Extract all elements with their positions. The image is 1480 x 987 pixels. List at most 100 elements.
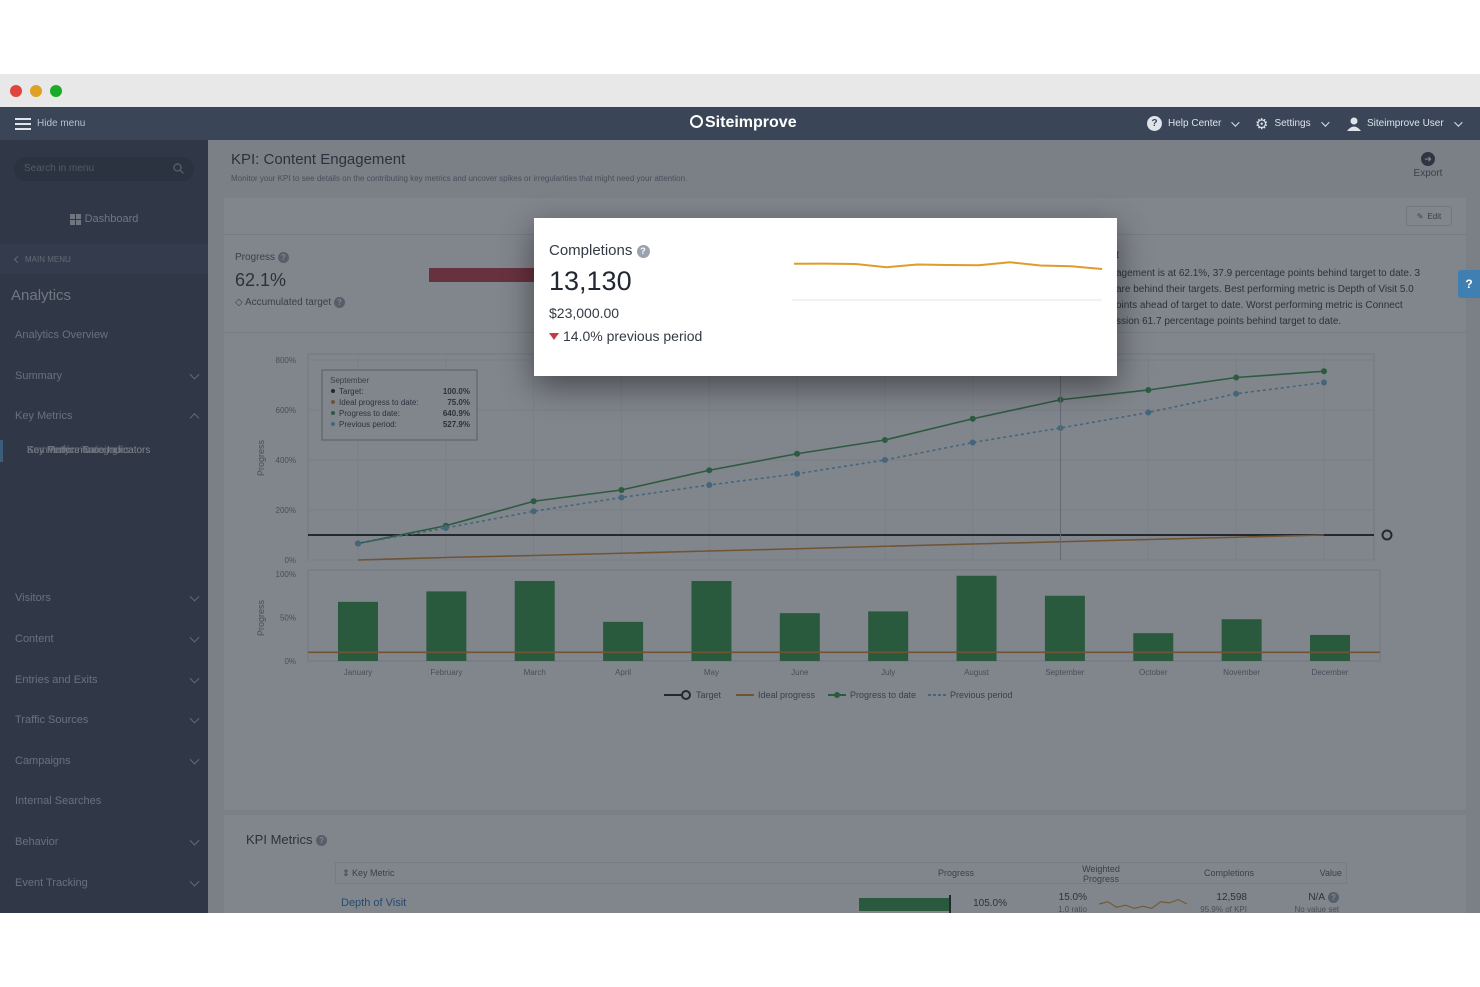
sidebar-item[interactable]: Content bbox=[0, 624, 208, 654]
column-header[interactable]: Completions bbox=[1203, 868, 1254, 878]
x-tick-label: March bbox=[524, 668, 546, 677]
data-point[interactable] bbox=[530, 508, 537, 515]
sidebar-item[interactable]: Internal Searches bbox=[0, 786, 208, 816]
settings-menu[interactable]: ⚙ Settings bbox=[1255, 107, 1330, 140]
main-menu-back-link[interactable]: MAIN MENU bbox=[0, 244, 208, 274]
data-point[interactable] bbox=[794, 450, 801, 457]
side-help-tab[interactable]: ? bbox=[1458, 270, 1480, 298]
legend-label[interactable]: Progress to date bbox=[850, 690, 916, 700]
data-point[interactable] bbox=[442, 525, 449, 531]
top-bar: Hide menu Siteimprove ? Help Center ⚙ Se… bbox=[0, 107, 1480, 140]
minimize-window-dot[interactable] bbox=[30, 85, 42, 97]
y-tick-label: 0% bbox=[284, 657, 296, 666]
y-tick-label: 800% bbox=[276, 356, 296, 365]
column-header[interactable]: Weighted Progress bbox=[1082, 864, 1120, 884]
sparkline-path bbox=[793, 261, 1103, 270]
bar[interactable] bbox=[779, 613, 820, 661]
bar[interactable] bbox=[603, 621, 644, 661]
sidebar-item-label: Traffic Sources bbox=[15, 714, 89, 727]
metric-of-kpi: 95.9% of KPI bbox=[1200, 905, 1247, 913]
data-point[interactable] bbox=[1233, 374, 1240, 381]
chart-tooltip: September Target: 100.0% Ideal progress to … bbox=[321, 369, 478, 441]
chevron-up-icon bbox=[189, 413, 200, 424]
data-point[interactable] bbox=[1321, 379, 1327, 386]
x-tick-label: September bbox=[1045, 668, 1084, 677]
legend-label[interactable]: Previous period bbox=[950, 690, 1013, 700]
accumulated-target-label: ◇ Accumulated target ? bbox=[235, 297, 345, 308]
data-point[interactable] bbox=[794, 470, 801, 477]
chevron-down-icon bbox=[189, 754, 200, 765]
sidebar-item[interactable]: Key Metrics bbox=[0, 401, 208, 431]
bar[interactable] bbox=[1221, 619, 1262, 661]
sidebar-subitem[interactable]: Key Metrics Training bbox=[27, 445, 118, 457]
data-point[interactable] bbox=[1145, 387, 1152, 393]
completions-sparkline bbox=[792, 261, 1103, 301]
maximize-window-dot[interactable] bbox=[50, 85, 62, 97]
data-point[interactable] bbox=[618, 487, 625, 493]
bar[interactable] bbox=[868, 611, 909, 661]
close-window-dot[interactable] bbox=[10, 85, 22, 97]
metric-progress-value: 105.0% bbox=[973, 898, 1007, 909]
bar[interactable] bbox=[426, 591, 467, 661]
data-point[interactable] bbox=[1145, 409, 1152, 416]
completions-title-text: Completions bbox=[549, 242, 633, 259]
export-button[interactable]: ➜ Export bbox=[1406, 152, 1450, 179]
data-point[interactable] bbox=[1233, 390, 1240, 397]
sidebar-item[interactable]: Summary bbox=[0, 361, 208, 391]
data-point[interactable] bbox=[530, 498, 537, 505]
sidebar-item[interactable]: Visitors bbox=[0, 583, 208, 613]
edit-button[interactable]: ✎ Edit bbox=[1406, 206, 1452, 226]
hide-menu-button[interactable]: Hide menu bbox=[15, 107, 85, 140]
data-point[interactable] bbox=[706, 482, 713, 488]
help-icon[interactable]: ? bbox=[636, 244, 650, 258]
sidebar-item[interactable]: Campaigns bbox=[0, 746, 208, 776]
summary-line: are behind their targets. Best performin… bbox=[1116, 284, 1414, 295]
bar[interactable] bbox=[691, 580, 732, 661]
sidebar-item[interactable]: Event Tracking bbox=[0, 868, 208, 898]
help-icon[interactable]: ? bbox=[333, 297, 345, 308]
data-point[interactable] bbox=[881, 457, 888, 463]
legend-label[interactable]: Ideal progress bbox=[758, 690, 816, 700]
data-point[interactable] bbox=[706, 467, 713, 474]
key-metric-link[interactable]: Depth of Visit bbox=[341, 897, 407, 909]
x-tick-label: June bbox=[791, 668, 809, 677]
table-row[interactable]: Depth of Visit 105.0% 15.0% 1.0 ratio 12,598… bbox=[335, 884, 1347, 913]
sidebar-item-label: Analytics Overview bbox=[15, 329, 108, 341]
down-triangle-icon bbox=[549, 333, 559, 340]
sidebar-item[interactable]: Analytics Overview bbox=[0, 320, 208, 350]
bar[interactable] bbox=[1133, 633, 1174, 661]
bar[interactable] bbox=[1310, 634, 1350, 661]
data-point[interactable] bbox=[969, 439, 976, 446]
search-in-menu-input[interactable]: Search in menu bbox=[14, 157, 194, 181]
user-menu[interactable]: Siteimprove User bbox=[1347, 107, 1463, 140]
sidebar-dashboard-link[interactable]: Dashboard bbox=[0, 208, 208, 230]
completions-highlight-card[interactable]: Completions ? 13,130 $23,000.00 14.0% pr… bbox=[534, 218, 1117, 376]
bar[interactable] bbox=[514, 580, 555, 661]
x-tick-label: January bbox=[344, 668, 372, 677]
help-icon[interactable]: ? bbox=[316, 835, 328, 847]
bar[interactable] bbox=[1044, 595, 1085, 661]
data-point[interactable] bbox=[1321, 368, 1327, 375]
sidebar-item[interactable]: Entries and Exits bbox=[0, 665, 208, 695]
sidebar-item-label: Event Tracking bbox=[15, 876, 88, 889]
sidebar-item[interactable]: Traffic Sources bbox=[0, 705, 208, 735]
sidebar-item[interactable]: Behavior bbox=[0, 827, 208, 857]
data-point[interactable] bbox=[618, 494, 625, 501]
y-tick-label: 200% bbox=[276, 506, 296, 515]
column-header[interactable]: Value bbox=[1319, 868, 1342, 878]
bar[interactable] bbox=[956, 575, 997, 661]
data-point[interactable] bbox=[969, 415, 976, 422]
page-subtitle: Monitor your KPI to see details on the c… bbox=[231, 174, 688, 183]
column-header[interactable]: Progress bbox=[937, 868, 974, 878]
data-point[interactable] bbox=[355, 540, 361, 547]
help-icon[interactable]: ? bbox=[277, 252, 289, 263]
column-header[interactable]: ⇕ Key Metric bbox=[342, 868, 395, 878]
legend-label[interactable]: Target bbox=[696, 690, 722, 700]
help-center-menu[interactable]: ? Help Center bbox=[1147, 107, 1241, 140]
help-icon[interactable]: ? bbox=[1328, 892, 1339, 903]
tooltip-label: Target: bbox=[339, 387, 363, 396]
tooltip-value: 527.9% bbox=[443, 420, 470, 429]
siteimprove-logo[interactable]: Siteimprove bbox=[690, 114, 797, 132]
y-tick-label: 600% bbox=[276, 406, 296, 415]
data-point[interactable] bbox=[881, 437, 888, 443]
